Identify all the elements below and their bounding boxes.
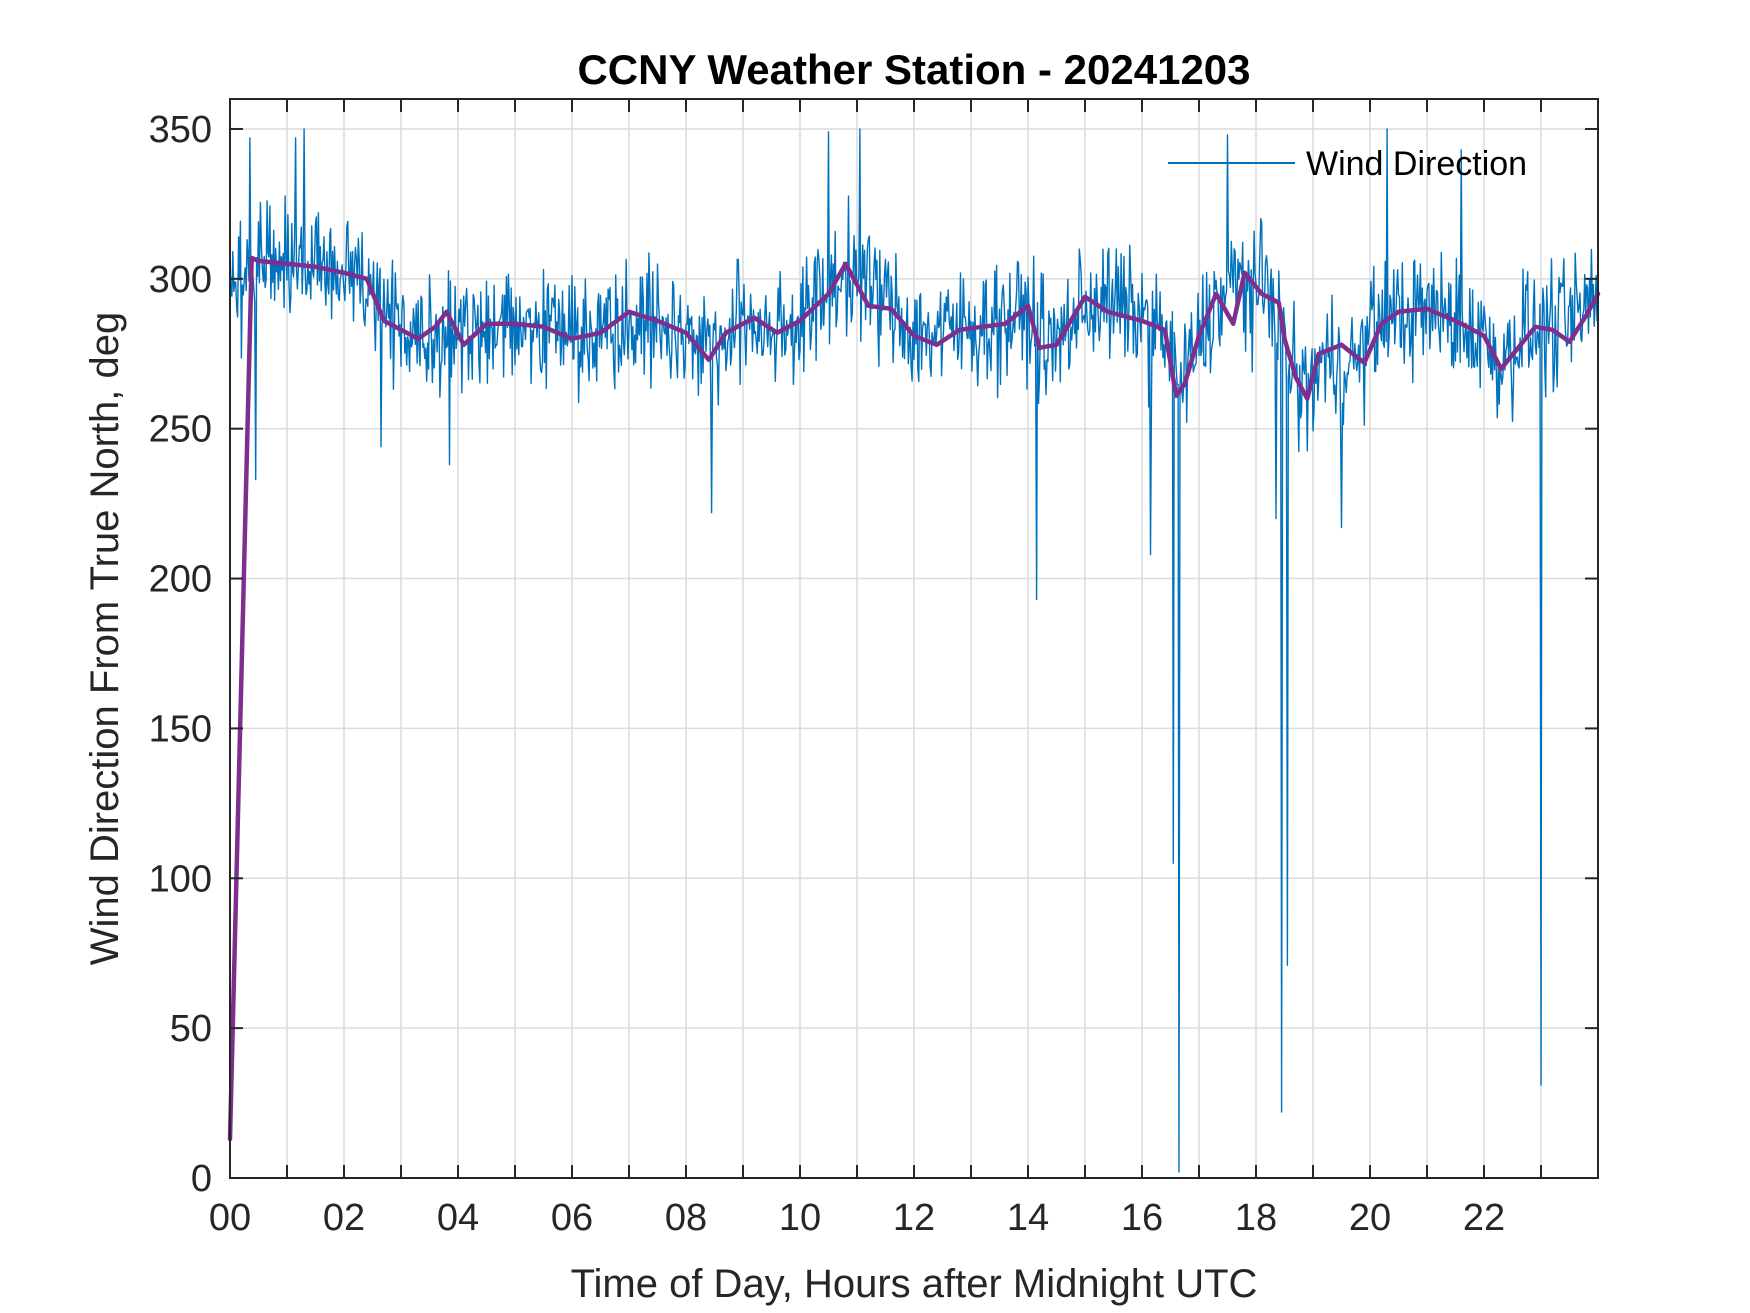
x-tick-label: 08 bbox=[665, 1197, 707, 1239]
series-line-wind-direction bbox=[229, 128, 1599, 1173]
y-tick-label: 0 bbox=[191, 1158, 212, 1200]
x-tick-label: 12 bbox=[893, 1197, 935, 1239]
y-tick-label: 350 bbox=[149, 109, 212, 151]
series-line-smoothed bbox=[227, 255, 1601, 1142]
chart-title: CCNY Weather Station - 20241203 bbox=[577, 46, 1250, 93]
tick-marks bbox=[229, 99, 1599, 1179]
y-tick-label: 300 bbox=[149, 259, 212, 301]
series-layer bbox=[227, 128, 1601, 1173]
x-axis-label: Time of Day, Hours after Midnight UTC bbox=[571, 1262, 1258, 1306]
x-tick-label: 10 bbox=[779, 1197, 821, 1239]
x-tick-label: 18 bbox=[1235, 1197, 1277, 1239]
x-tick-label: 06 bbox=[551, 1197, 593, 1239]
x-tick-label: 20 bbox=[1349, 1197, 1391, 1239]
grid-lines bbox=[229, 99, 1599, 1179]
x-tick-label: 14 bbox=[1007, 1197, 1049, 1239]
y-tick-label: 150 bbox=[149, 708, 212, 750]
x-tick-label: 16 bbox=[1121, 1197, 1163, 1239]
y-tick-label: 250 bbox=[149, 409, 212, 451]
y-axis-label: Wind Direction From True North, deg bbox=[83, 312, 127, 966]
y-tick-label: 100 bbox=[149, 858, 212, 900]
x-tick-label: 00 bbox=[209, 1197, 251, 1239]
legend-label-wind-direction: Wind Direction bbox=[1306, 145, 1527, 183]
x-tick-label: 22 bbox=[1463, 1197, 1505, 1239]
x-tick-label: 02 bbox=[323, 1197, 365, 1239]
legend: Wind Direction bbox=[1168, 145, 1527, 183]
tick-labels: 00 02 04 06 08 10 12 14 16 18 20 22 0 50 100 150 200 250 3… bbox=[149, 109, 1506, 1239]
x-tick-label: 04 bbox=[437, 1197, 479, 1239]
y-tick-label: 50 bbox=[170, 1008, 212, 1050]
y-tick-label: 200 bbox=[149, 559, 212, 601]
